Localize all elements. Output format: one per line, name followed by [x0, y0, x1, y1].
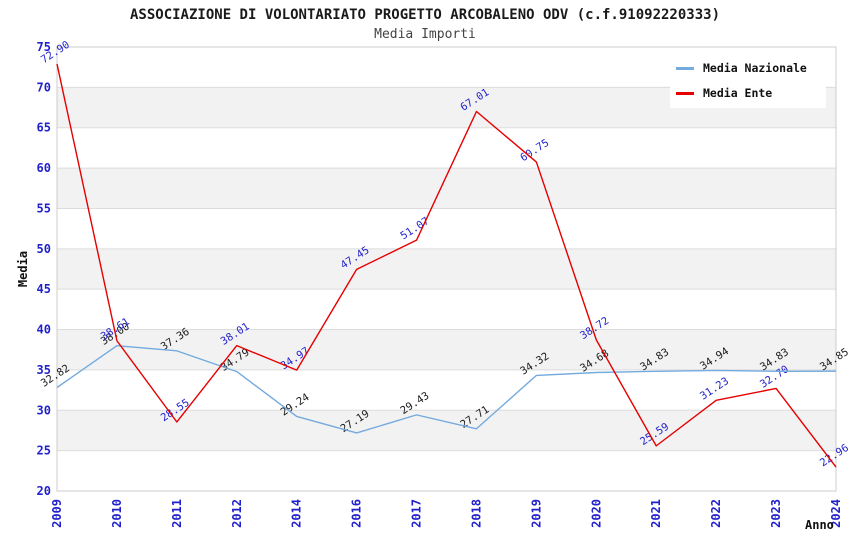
x-tick-label: 2024: [829, 499, 843, 528]
x-tick-label: 2014: [290, 499, 304, 528]
legend-label: Media Nazionale: [703, 61, 807, 75]
legend: Media Nazionale Media Ente: [670, 53, 826, 108]
x-tick-label: 2018: [469, 499, 483, 528]
chart-subtitle: Media Importi: [374, 27, 476, 42]
y-tick-label: 60: [37, 161, 51, 175]
y-tick-label: 35: [37, 363, 51, 377]
legend-swatch-icon: [676, 66, 694, 70]
plot-band: [57, 248, 836, 290]
x-tick-label: 2022: [709, 499, 723, 528]
x-tick-label: 2019: [529, 499, 543, 528]
x-tick-label: 2012: [230, 499, 244, 528]
series-line-media-ente: [56, 63, 837, 468]
legend-label: Media Ente: [703, 86, 773, 100]
x-axis-title: Anno: [805, 518, 834, 532]
x-tick-label: 2017: [410, 499, 424, 528]
series-line-media-nazionale: [56, 344, 837, 434]
y-tick-label: 20: [37, 484, 51, 498]
x-tick-label: 2009: [50, 499, 64, 528]
plot-band: [57, 329, 836, 370]
legend-entry-media-ente: Media Ente: [676, 86, 820, 100]
y-tick-label: 70: [37, 80, 51, 94]
x-tick-label: 2023: [769, 499, 783, 528]
y-tick-label: 50: [37, 242, 51, 256]
y-tick-label: 55: [37, 201, 51, 215]
y-tick-label: 30: [37, 403, 51, 417]
y-tick-label: 45: [37, 282, 51, 296]
plot-band: [57, 168, 836, 209]
y-tick-label: 25: [37, 444, 51, 458]
x-tick-label: 2021: [649, 499, 663, 528]
x-tick-label: 2020: [589, 499, 603, 528]
legend-swatch-icon: [676, 91, 694, 95]
y-tick-label: 75: [37, 40, 51, 54]
x-tick-label: 2011: [170, 499, 184, 528]
plot-border: [56, 46, 837, 492]
chart-title: ASSOCIAZIONE DI VOLONTARIATO PROGETTO AR…: [129, 7, 720, 23]
x-tick-label: 2010: [110, 499, 124, 528]
legend-entry-media-nazionale: Media Nazionale: [676, 61, 820, 75]
y-tick-label: 40: [37, 323, 51, 337]
y-tick-label: 65: [37, 121, 51, 135]
x-tick-label: 2016: [350, 499, 364, 528]
y-axis-title: Media: [16, 251, 30, 287]
plot-band: [57, 410, 836, 451]
